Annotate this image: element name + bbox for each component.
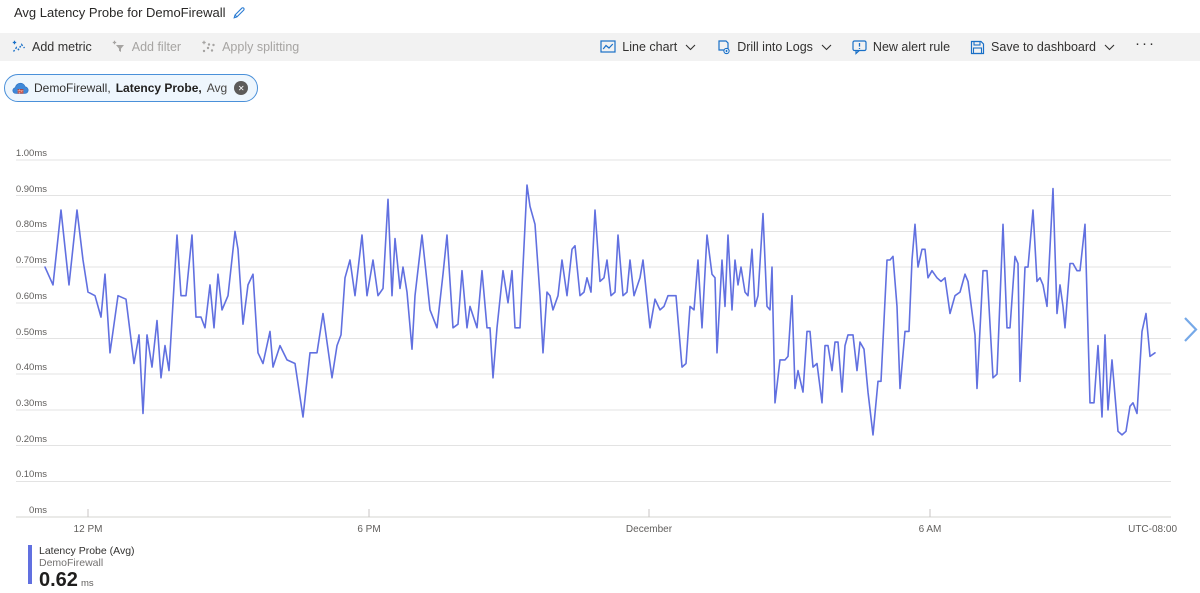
- new-alert-rule-button[interactable]: New alert rule: [852, 39, 951, 55]
- y-axis-tick-label: 0.20ms: [15, 433, 47, 445]
- metric-pill[interactable]: DemoFirewall, Latency Probe, Avg ✕: [4, 74, 259, 102]
- drill-into-logs-icon: [716, 39, 731, 55]
- toolbar-left-group: Add metric Add filter: [12, 40, 299, 54]
- y-axis-tick-label: 0.90ms: [15, 183, 47, 195]
- page-title: Avg Latency Probe for DemoFirewall: [14, 5, 226, 20]
- add-filter-button[interactable]: Add filter: [112, 40, 181, 54]
- chevron-down-icon: [685, 44, 696, 51]
- pill-metric-name: Latency Probe,: [115, 81, 202, 95]
- y-axis-tick-label: 0ms: [29, 505, 47, 516]
- line-chart-canvas: [16, 159, 1171, 518]
- y-axis-tick-label: 0.30ms: [15, 397, 47, 409]
- drill-into-logs-dropdown[interactable]: Drill into Logs: [716, 39, 832, 55]
- new-alert-rule-label: New alert rule: [872, 40, 951, 54]
- apply-splitting-button[interactable]: Apply splitting: [201, 40, 299, 54]
- x-axis-tick-label: December: [625, 524, 673, 535]
- chart-toolbar: Add metric Add filter: [0, 33, 1200, 61]
- legend-item[interactable]: Latency Probe (Avg) DemoFirewall 0.62 ms: [28, 545, 135, 593]
- save-to-dashboard-dropdown[interactable]: Save to dashboard: [970, 40, 1115, 55]
- add-metric-button[interactable]: Add metric: [12, 40, 92, 54]
- pan-right-chevron[interactable]: [1180, 315, 1200, 345]
- apply-splitting-icon: [201, 40, 216, 54]
- chart-title-row: Avg Latency Probe for DemoFirewall: [14, 5, 246, 20]
- add-metric-icon: [12, 40, 26, 54]
- pill-aggregation: Avg: [206, 81, 228, 95]
- x-axis-tick-label: 12 PM: [73, 524, 103, 535]
- add-filter-icon: [112, 40, 126, 54]
- close-icon: ✕: [237, 83, 245, 93]
- new-alert-rule-icon: [852, 39, 867, 55]
- y-axis-tick-label: 1.00ms: [15, 148, 47, 159]
- apply-splitting-label: Apply splitting: [222, 40, 300, 54]
- legend-series-label: Latency Probe (Avg): [39, 545, 135, 557]
- line-chart-dropdown[interactable]: Line chart: [600, 40, 696, 54]
- y-axis-tick-label: 0.60ms: [15, 290, 47, 302]
- chevron-down-icon: [1104, 44, 1115, 51]
- y-axis-tick-label: 0.50ms: [15, 326, 47, 338]
- y-axis-tick-label: 0.10ms: [15, 469, 47, 481]
- legend-value-number: 0.62: [39, 569, 78, 591]
- legend-value-unit: ms: [80, 578, 94, 589]
- line-chart-label: Line chart: [622, 40, 678, 54]
- drill-into-logs-label: Drill into Logs: [737, 40, 813, 54]
- x-axis-tick-label: 6 AM: [918, 524, 942, 535]
- legend-resource-label: DemoFirewall: [39, 557, 104, 569]
- y-axis-tick-label: 0.80ms: [15, 219, 47, 231]
- save-to-dashboard-label: Save to dashboard: [991, 40, 1096, 54]
- legend-value: 0.62 ms: [39, 570, 135, 593]
- remove-metric-button[interactable]: ✕: [234, 81, 249, 95]
- save-icon: [970, 40, 985, 55]
- firewall-icon: [12, 82, 29, 95]
- pill-resource-name: DemoFirewall,: [34, 81, 111, 95]
- chart-plot[interactable]: 1.00ms 0.90ms 0.80ms 0.70ms 0.60ms 0.50ms 0.40…: [0, 110, 1200, 550]
- line-chart-icon: [600, 40, 616, 54]
- x-axis-tick-label: 6 PM: [357, 524, 381, 535]
- add-metric-label: Add metric: [32, 40, 92, 54]
- more-commands-button[interactable]: ···: [1135, 35, 1156, 52]
- edit-title-pencil-icon[interactable]: [232, 6, 246, 20]
- y-axis-tick-label: 0.40ms: [15, 362, 47, 374]
- timezone-label: UTC-08:00: [1128, 524, 1177, 535]
- legend-color-bar: [28, 545, 32, 584]
- chevron-down-icon: [821, 44, 832, 51]
- series-polyline: [44, 184, 1156, 436]
- add-filter-label: Add filter: [131, 40, 182, 54]
- legend-text-block: Latency Probe (Avg) DemoFirewall 0.62 ms: [39, 545, 135, 593]
- y-axis-tick-label: 0.70ms: [15, 255, 47, 267]
- toolbar-right-group: Line chart Drill into Logs: [600, 35, 1156, 55]
